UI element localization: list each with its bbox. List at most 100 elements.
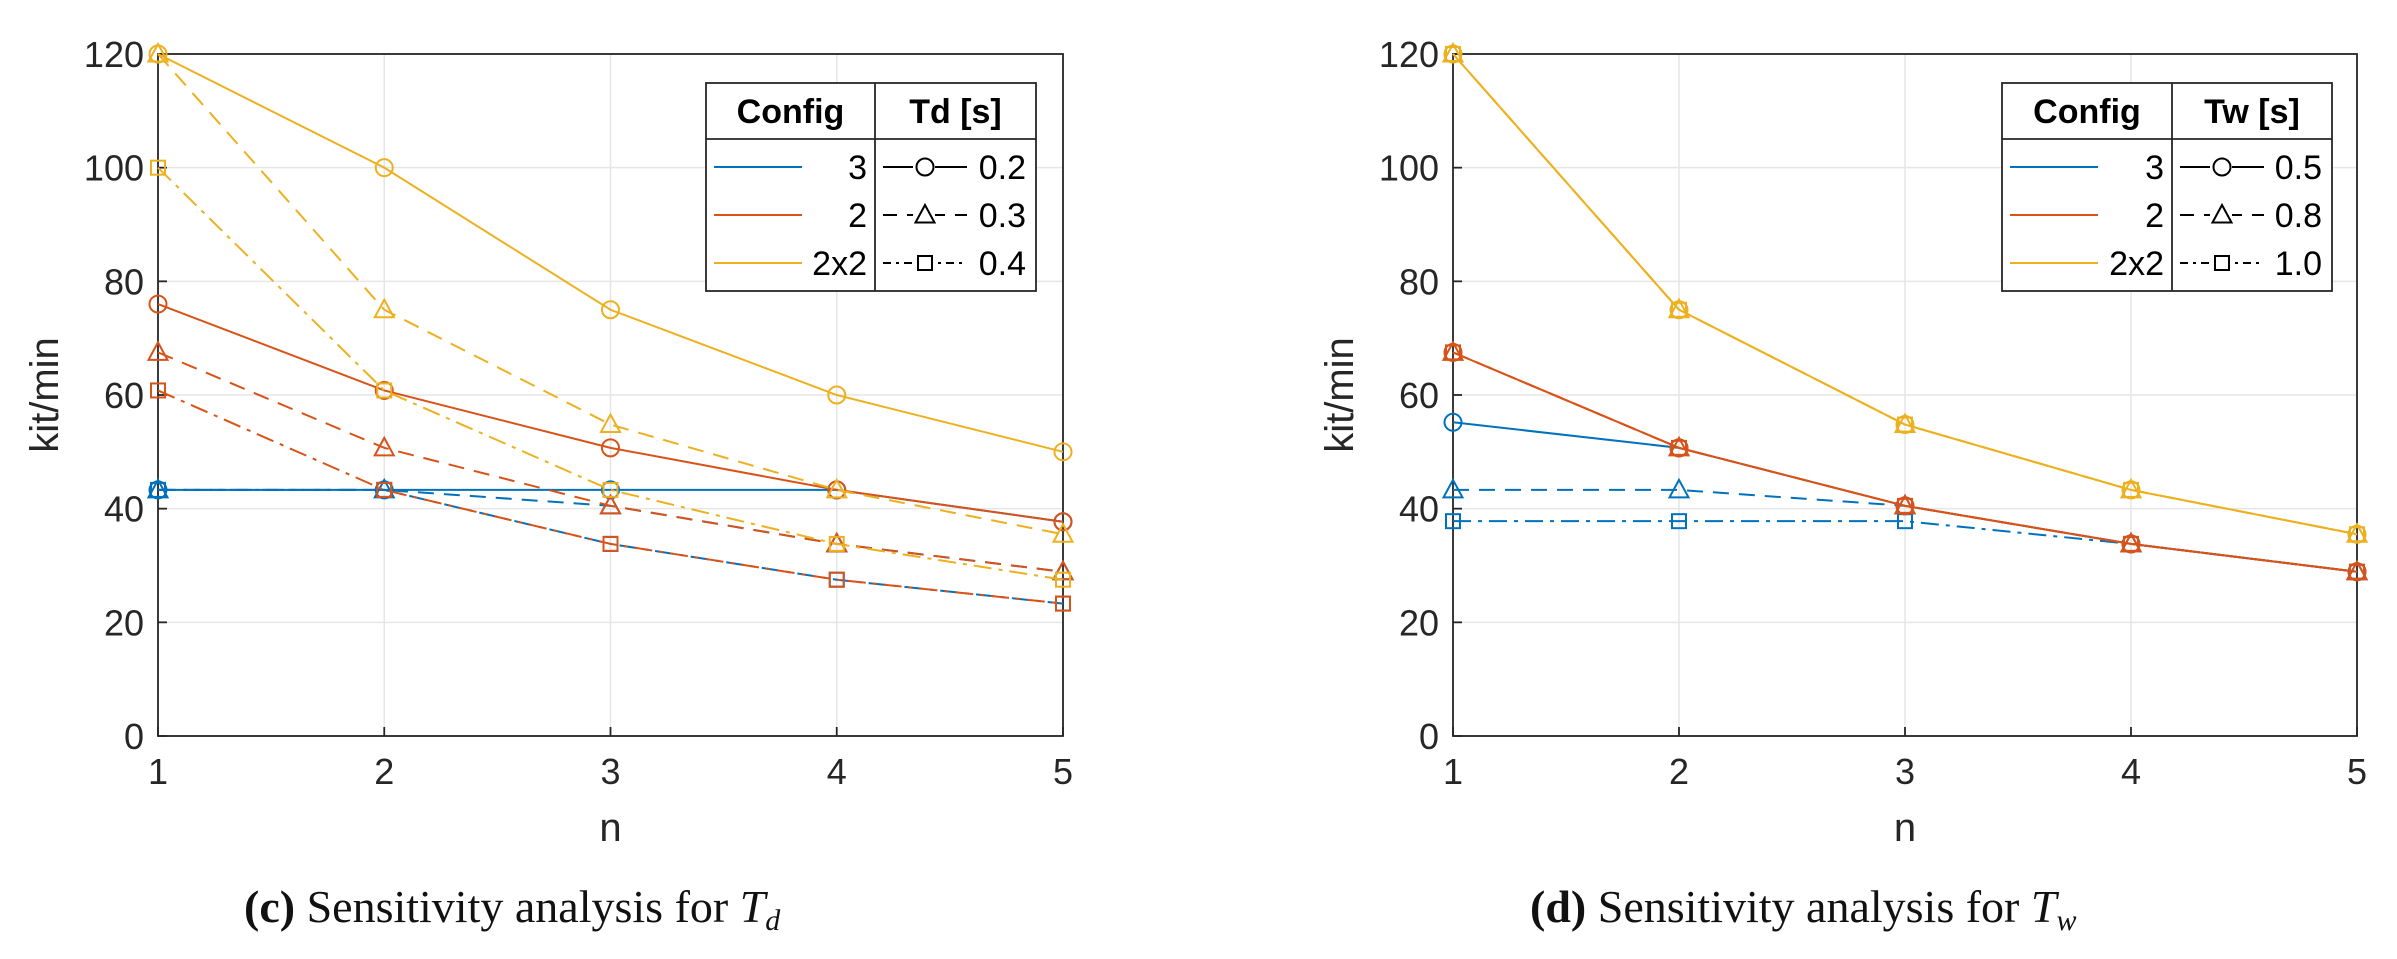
data-point (602, 481, 619, 498)
data-point (1053, 512, 1073, 532)
legend-param-marker (2214, 255, 2230, 271)
data-point (1053, 442, 1073, 462)
y-tick-label: 80 (104, 261, 144, 302)
caption-c-var: T (739, 881, 766, 932)
y-tick-label: 60 (104, 375, 144, 416)
caption-d-var: T (2030, 881, 2057, 932)
series-line (157, 389, 1064, 605)
y-tick-label: 20 (1399, 602, 1439, 643)
data-point (1443, 412, 1463, 432)
legend-param-label: 0.4 (979, 245, 1026, 283)
legend-box (705, 82, 1037, 292)
data-point (374, 158, 394, 178)
x-tick-label: 4 (827, 751, 847, 792)
data-point (601, 438, 620, 458)
series-line (157, 166, 1064, 581)
x-tick-label: 2 (1669, 751, 1689, 792)
y-tick-label: 40 (1399, 489, 1439, 530)
y-tick-label: 100 (84, 148, 144, 189)
caption-c: (c) Sensitivity analysis for Td (244, 880, 780, 938)
legend-param-label: 1.0 (2275, 245, 2322, 283)
legend-config-label: 2x2 (2109, 245, 2164, 283)
x-axis-label: n (599, 806, 621, 850)
caption-d-letter: (d) (1530, 881, 1587, 932)
data-point (827, 385, 847, 405)
legend-param-label: 0.3 (979, 197, 1026, 235)
legend-param-marker (915, 157, 935, 177)
legend-config-label: 2x2 (812, 245, 867, 283)
data-point (150, 159, 166, 176)
data-point (1897, 497, 1913, 514)
series-line (157, 303, 1064, 523)
data-point (374, 380, 394, 400)
caption-c-text: Sensitivity analysis for (306, 881, 729, 932)
data-point (1051, 559, 1075, 581)
y-tick-label: 0 (124, 716, 144, 757)
data-point (2123, 481, 2139, 498)
y-tick-label: 120 (84, 34, 144, 75)
legend-header-config: Config (737, 93, 845, 131)
data-point (1671, 513, 1687, 530)
series-line (1452, 53, 2358, 536)
legend-header-param: Tw [s] (2204, 93, 2300, 131)
legend-param-marker (917, 255, 933, 271)
x-tick-label: 5 (1053, 751, 1073, 792)
legend-config-label: 3 (2145, 149, 2164, 187)
caption-d: (d) Sensitivity analysis for Tw (1530, 880, 2076, 938)
x-tick-label: 5 (2347, 751, 2367, 792)
data-point (376, 382, 393, 399)
series-line (1452, 351, 2358, 573)
legend-param-marker (2210, 202, 2234, 224)
x-tick-label: 4 (2121, 751, 2141, 792)
data-point (150, 481, 166, 498)
legend-param-label: 0.2 (979, 149, 1026, 187)
data-point (825, 477, 848, 499)
series-line (157, 351, 1064, 573)
y-tick-label: 80 (1399, 261, 1439, 302)
data-point (1667, 477, 1691, 499)
caption-c-letter: (c) (244, 881, 296, 932)
data-point (1671, 301, 1687, 318)
y-tick-label: 20 (104, 602, 144, 643)
series-line (157, 53, 1064, 453)
data-point (2349, 563, 2365, 580)
data-point (601, 480, 620, 500)
x-tick-label: 3 (600, 751, 620, 792)
data-point (828, 571, 845, 588)
data-point (376, 481, 393, 498)
data-point (1671, 439, 1687, 456)
data-point (146, 41, 170, 63)
y-axis-label: kit/min (23, 337, 67, 453)
x-tick-label: 1 (1443, 751, 1463, 792)
legend-param-label: 0.8 (2275, 197, 2322, 235)
y-tick-label: 0 (1419, 716, 1439, 757)
chart-panel-c: 1 2 3 4 5 0 20 40 60 80 100 120 n kit/min Config Td [s]… (23, 34, 1075, 850)
legend-param-marker (2212, 157, 2232, 177)
caption-d-text: Sensitivity analysis for (1597, 881, 2020, 932)
series-line (1453, 520, 2358, 573)
legend-marker-bg (2210, 203, 2232, 227)
data-point (599, 412, 622, 434)
legend-header-config: Config (2033, 93, 2141, 131)
data-point (602, 535, 619, 552)
legend-header-param: Td [s] (909, 93, 1002, 131)
legend-config-label: 2 (2145, 197, 2164, 235)
y-tick-label: 40 (104, 489, 144, 530)
data-point (1441, 477, 1465, 499)
legend: Config Td [s] 3 2 2x2 0.2 0.3 0.4 (705, 82, 1037, 292)
legend: Config Tw [s] 3 2 2x2 0.5 0.8 1.0 (2001, 82, 2333, 292)
data-point (2349, 526, 2365, 543)
data-point (373, 435, 396, 457)
y-tick-label: 100 (1379, 148, 1439, 189)
data-point (1445, 513, 1461, 530)
x-tick-label: 2 (374, 751, 394, 792)
data-point (1897, 416, 1913, 433)
caption-c-sub: d (765, 904, 781, 937)
data-point (373, 297, 396, 319)
data-point (1051, 522, 1075, 543)
y-tick-label: 120 (1379, 34, 1439, 75)
data-point (146, 340, 170, 361)
data-point (828, 535, 845, 552)
data-point (1055, 595, 1071, 612)
